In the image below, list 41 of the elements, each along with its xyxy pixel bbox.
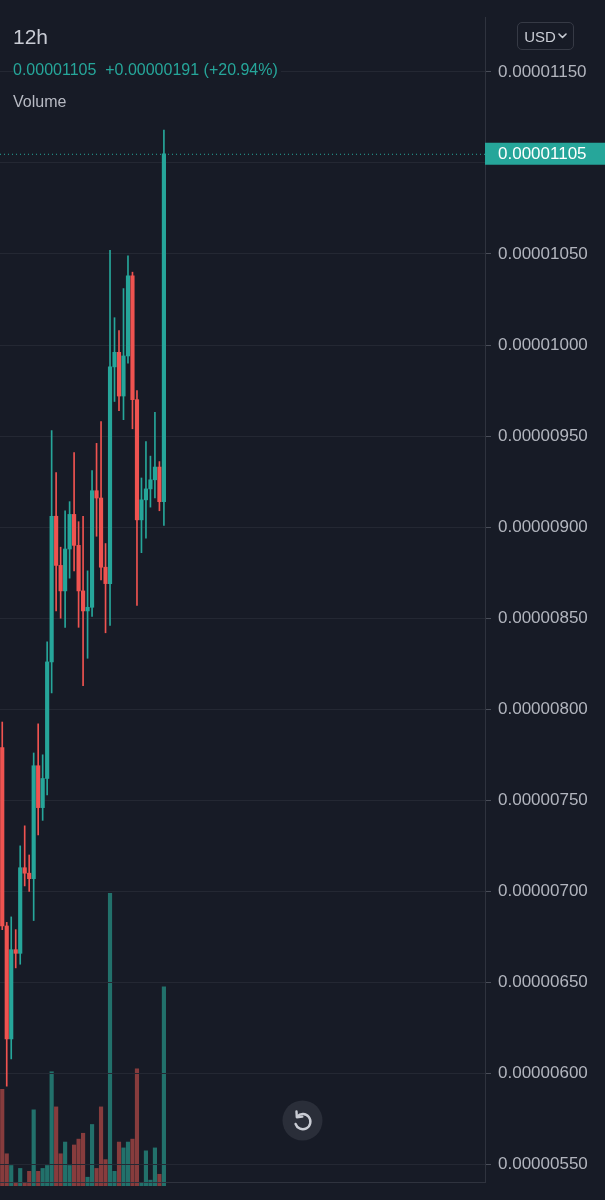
bar: [36, 1171, 41, 1186]
bar: [125, 1141, 131, 1186]
y-tick-label: 0.00000700: [498, 881, 588, 901]
dropdown: USD: [517, 22, 574, 50]
y-tick-label: 0.00000900: [498, 516, 588, 536]
chart-title: Volume: [13, 92, 67, 111]
chart-title: 12h: [13, 25, 49, 49]
bar: [157, 1173, 162, 1186]
y-tick-label: 0.00000600: [498, 1063, 588, 1083]
candlestick: [152, 412, 158, 499]
y-tick-label: 0.00001050: [498, 243, 588, 263]
bar: [18, 1168, 23, 1186]
candlestick: [81, 515, 86, 686]
bar: [31, 1109, 36, 1186]
y-tick-label: 0.00000800: [498, 698, 588, 718]
candlestick: [143, 441, 149, 539]
bar: [98, 1106, 104, 1186]
bar: [134, 1068, 140, 1186]
bar: [49, 1071, 54, 1186]
bar: [40, 1168, 45, 1186]
bar: [89, 1124, 95, 1186]
bar: [0, 1088, 5, 1186]
y-tick-label: 0.00001000: [498, 334, 588, 354]
bar: [27, 1171, 32, 1186]
y-tick-label: 0.00000850: [498, 607, 588, 627]
y-tick-label: 0.00000750: [498, 790, 588, 810]
ref-line-label: 0.00001105: [498, 144, 587, 164]
bar: [9, 1165, 14, 1186]
y-tick-label: 0.00000550: [498, 1154, 588, 1174]
y-tick-label: 0.00001150: [498, 61, 587, 81]
bar: [54, 1106, 59, 1186]
bar: [81, 1132, 86, 1186]
candlestick: [13, 929, 18, 969]
bar: [116, 1141, 122, 1186]
bar: [161, 986, 166, 1186]
bar: [107, 893, 113, 1186]
y-tick-label: 0.00000650: [498, 972, 588, 992]
text: 0.00001105 +0.00000191 (+20.94%): [13, 60, 281, 79]
bar: [152, 1147, 158, 1186]
bar: [63, 1141, 68, 1186]
y-tick-label: 0.00000950: [498, 425, 588, 445]
